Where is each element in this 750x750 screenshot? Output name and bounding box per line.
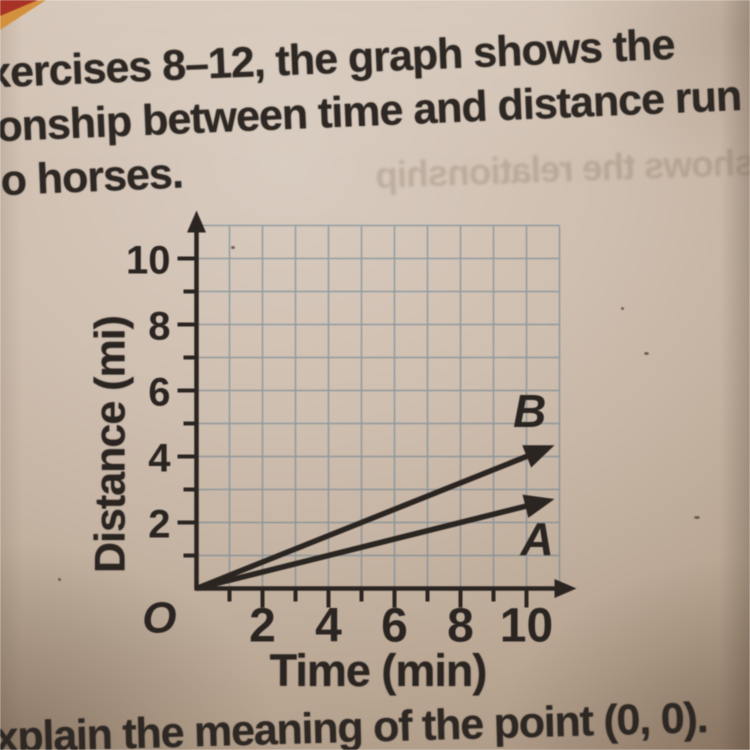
x-tick-label: 10 (500, 600, 553, 653)
x-tick-label: 4 (315, 600, 342, 653)
y-axis-arrowhead (187, 210, 206, 233)
y-tick-label: 10 (126, 239, 171, 283)
paper-speck (694, 516, 700, 519)
y-tick-label: 8 (148, 305, 170, 349)
paper-speck (644, 352, 649, 355)
y-axis-title: Distance (mi) (86, 316, 135, 574)
paper-speck (231, 246, 235, 249)
x-axis-title: Time (min) (269, 645, 488, 696)
line-A-arrowhead (522, 494, 555, 518)
paper-speck (621, 307, 624, 310)
x-tick-label: 2 (249, 600, 276, 653)
origin-label: O (142, 594, 176, 643)
label-A: A (519, 513, 553, 565)
y-tick-label: 4 (148, 437, 171, 481)
x-axis-arrowhead (554, 579, 577, 598)
y-tick-label: 6 (148, 371, 170, 415)
line-B (195, 447, 543, 592)
y-tick-label: 2 (148, 503, 170, 547)
label-B: B (513, 385, 546, 437)
paper-speck (58, 578, 61, 581)
x-tick-label: 6 (381, 600, 408, 653)
line-A (195, 499, 542, 592)
line-B-arrowhead (522, 445, 555, 468)
grid-lines (196, 224, 561, 589)
x-tick-label: 8 (447, 600, 474, 653)
